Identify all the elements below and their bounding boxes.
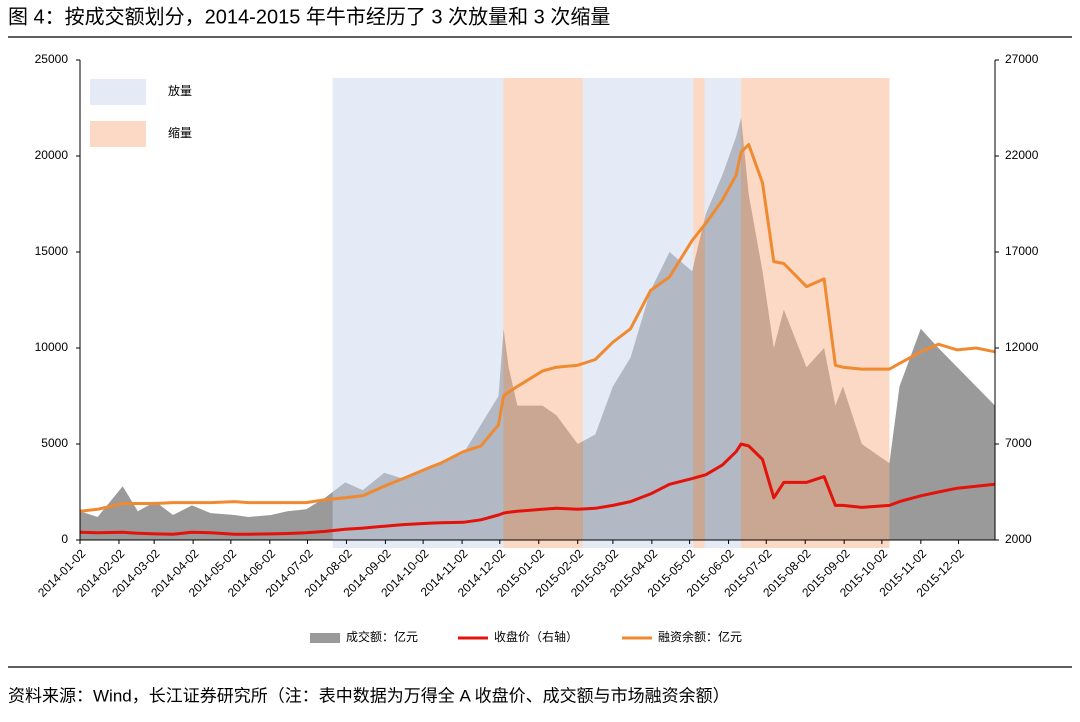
y2-tick-label: 7000 bbox=[1005, 436, 1032, 450]
shade-region bbox=[332, 78, 504, 548]
legend-label: 成交额：亿元 bbox=[346, 629, 418, 644]
y-tick-label: 10000 bbox=[35, 340, 69, 354]
legend-label: 收盘价（右轴） bbox=[494, 629, 578, 644]
series-line bbox=[79, 143, 996, 513]
y2-tick-label: 12000 bbox=[1005, 340, 1039, 354]
y-tick-label: 25000 bbox=[35, 52, 69, 66]
source-note: 资料来源：Wind，长江证券研究所（注：表中数据为万得全 A 收盘价、成交额与市… bbox=[8, 686, 730, 705]
shade-legend-label: 放量 bbox=[168, 83, 192, 98]
legend-label: 融资余额：亿元 bbox=[658, 629, 742, 644]
legend-swatch bbox=[310, 633, 340, 643]
shade-region bbox=[503, 78, 583, 548]
y-tick-label: 5000 bbox=[41, 436, 68, 450]
y2-tick-label: 27000 bbox=[1005, 52, 1039, 66]
y-tick-label: 20000 bbox=[35, 148, 69, 162]
y-tick-label: 0 bbox=[61, 532, 68, 546]
shade-region bbox=[704, 78, 742, 548]
shade-region bbox=[741, 78, 890, 548]
y-tick-label: 15000 bbox=[35, 244, 69, 258]
y2-tick-label: 17000 bbox=[1005, 244, 1039, 258]
shade-legend-label: 缩量 bbox=[168, 125, 192, 140]
chart-title: 图 4：按成交额划分，2014-2015 年牛市经历了 3 次放量和 3 次缩量 bbox=[8, 5, 610, 28]
series-line bbox=[79, 442, 996, 536]
y2-tick-label: 22000 bbox=[1005, 148, 1039, 162]
shade-legend-swatch bbox=[90, 121, 146, 147]
y2-tick-label: 2000 bbox=[1005, 532, 1032, 546]
shade-legend-swatch bbox=[90, 79, 146, 105]
shade-region bbox=[693, 78, 705, 548]
